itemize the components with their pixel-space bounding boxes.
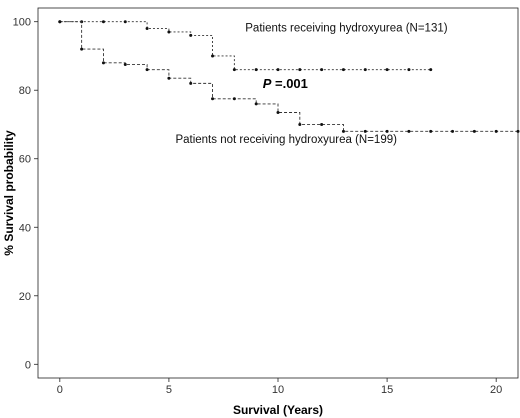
series-1-point-4 xyxy=(145,68,149,72)
series-1-point-0 xyxy=(58,20,62,24)
x-tick-label-10: 10 xyxy=(272,384,284,396)
series-1-point-6 xyxy=(189,81,193,85)
y-tick-label-40: 40 xyxy=(19,222,31,234)
series-1-point-20 xyxy=(494,129,498,133)
series-1-point-18 xyxy=(451,129,455,133)
series-0-point-5 xyxy=(167,30,171,34)
series-0-point-6 xyxy=(189,33,193,37)
series-1-point-8 xyxy=(232,97,236,101)
series-1 xyxy=(58,20,520,133)
x-tick-label-0: 0 xyxy=(57,384,63,396)
y-tick-label-20: 20 xyxy=(19,291,31,303)
series-0-point-11 xyxy=(298,68,302,72)
series-0-point-17 xyxy=(429,68,433,72)
y-tick-label-100: 100 xyxy=(13,17,31,29)
x-axis-title: Survival (Years) xyxy=(233,403,323,417)
x-tick-label-20: 20 xyxy=(490,384,502,396)
series-1-point-11 xyxy=(298,122,302,126)
series-0-point-13 xyxy=(341,68,345,72)
series-1-point-2 xyxy=(101,61,105,65)
p-value-prefix: P xyxy=(263,76,272,91)
series-1-point-17 xyxy=(429,129,433,133)
y-axis-title: % Survival probability xyxy=(2,130,16,256)
series-0-point-10 xyxy=(276,68,280,72)
series-1-point-12 xyxy=(320,122,324,126)
x-tick-label-5: 5 xyxy=(166,384,172,396)
series-1-point-14 xyxy=(363,129,367,133)
y-axis: 0 20 40 60 80 100 xyxy=(13,17,38,371)
series-0-point-2 xyxy=(101,20,105,24)
series-1-point-10 xyxy=(276,110,280,114)
series-0-point-9 xyxy=(254,68,258,72)
series-0-point-14 xyxy=(363,68,367,72)
series-1-point-9 xyxy=(254,102,258,106)
series-0-point-4 xyxy=(145,27,149,31)
series-0-point-3 xyxy=(123,20,127,24)
annotation-receiving-hydroxyurea: Patients receiving hydroxyurea (N=131) xyxy=(245,22,447,34)
series-layer xyxy=(58,20,520,133)
x-axis: 0 5 10 15 20 xyxy=(57,378,502,396)
series-1-point-3 xyxy=(123,63,127,67)
series-1-point-13 xyxy=(341,129,345,133)
y-tick-label-0: 0 xyxy=(25,359,31,371)
series-0-point-16 xyxy=(407,68,411,72)
series-1-point-21 xyxy=(516,129,520,133)
series-1-point-5 xyxy=(167,76,171,80)
plot-frame xyxy=(37,7,519,379)
series-0-point-8 xyxy=(232,68,236,72)
series-1-point-19 xyxy=(472,129,476,133)
y-tick-label-60: 60 xyxy=(19,154,31,166)
series-0-point-12 xyxy=(320,68,324,72)
series-1-point-15 xyxy=(385,129,389,133)
series-0-point-7 xyxy=(211,54,215,58)
series-1-point-1 xyxy=(80,47,84,51)
p-value-label: P =.001 xyxy=(263,76,308,91)
series-1-point-7 xyxy=(211,97,215,101)
annotation-not-receiving-hydroxyurea: Patients not receiving hydroxyurea (N=19… xyxy=(175,134,397,146)
series-0-point-15 xyxy=(385,68,389,72)
y-tick-label-80: 80 xyxy=(19,85,31,97)
series-1-point-16 xyxy=(407,129,411,133)
x-tick-label-15: 15 xyxy=(381,384,393,396)
p-value-text: =.001 xyxy=(271,76,308,91)
series-0-step-line xyxy=(59,21,431,71)
